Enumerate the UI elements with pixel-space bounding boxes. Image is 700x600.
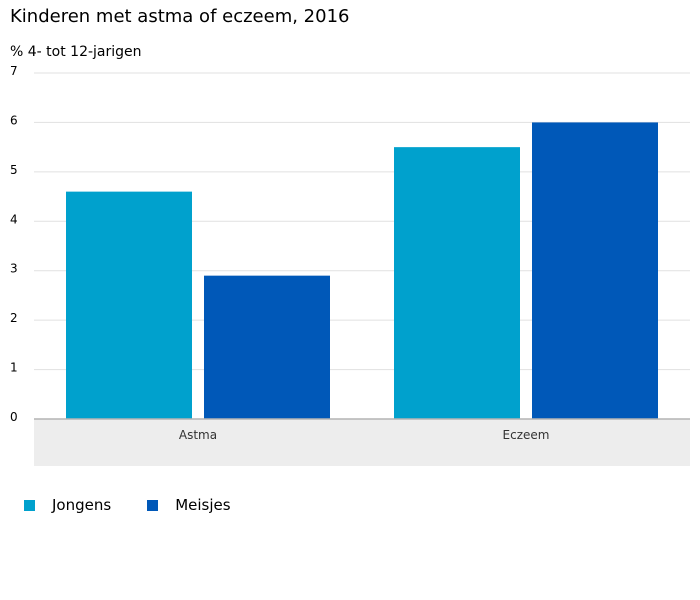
legend-label-jongens: Jongens	[52, 496, 112, 514]
chart-subtitle: % 4- tot 12-jarigen	[10, 44, 142, 60]
x-axis-band	[34, 419, 690, 466]
legend-item-meisjes: Meisjes	[147, 496, 231, 514]
y-tick-label: 5	[10, 163, 18, 177]
bar-jongens-eczeem	[394, 147, 520, 419]
y-axis-ticks: 0 1 2 3 4 5 6 7	[10, 64, 18, 424]
legend-swatch-jongens	[24, 499, 35, 511]
bar-meisjes-eczeem	[532, 122, 658, 419]
y-tick-label: 1	[10, 361, 18, 375]
bars	[66, 122, 658, 419]
y-tick-label: 4	[10, 212, 18, 226]
x-category-label: Astma	[179, 428, 217, 442]
chart-title: Kinderen met astma of eczeem, 2016	[10, 6, 350, 27]
x-category-label: Eczeem	[503, 428, 550, 442]
y-tick-label: 3	[10, 262, 18, 276]
y-tick-label: 0	[10, 410, 18, 424]
legend: Jongens Meisjes	[24, 496, 267, 514]
legend-label-meisjes: Meisjes	[175, 496, 231, 514]
y-tick-label: 2	[10, 311, 18, 325]
x-axis-categories: Astma Eczeem	[179, 428, 550, 442]
legend-swatch-meisjes	[147, 499, 159, 511]
y-tick-label: 6	[10, 113, 18, 127]
legend-item-jongens: Jongens	[24, 496, 111, 514]
bar-meisjes-astma	[204, 275, 330, 419]
y-tick-label: 7	[10, 64, 18, 78]
bar-jongens-astma	[66, 191, 192, 419]
